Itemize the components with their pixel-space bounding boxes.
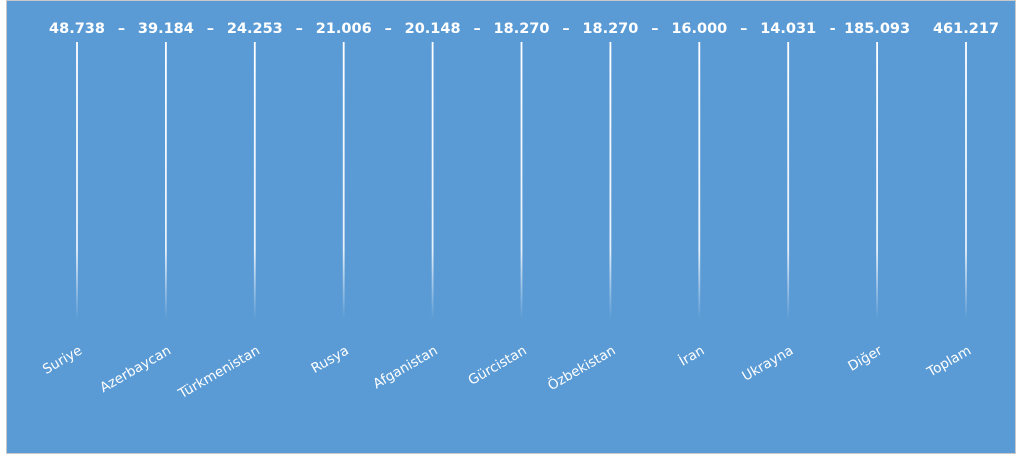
value-label: 21.006 [316, 21, 372, 37]
category-label: Türkmenistan [175, 343, 263, 403]
value-label: 39.184 [138, 21, 194, 37]
value-label: 24.253 [227, 21, 283, 37]
value-label: 18.270 [494, 21, 550, 37]
leader-line-7 [698, 42, 701, 319]
category-label: Azerbaycan [97, 343, 174, 396]
chart-area: 48.738 39.184 24.253 21.006 20.148 18.270 18.2… [6, 0, 1016, 454]
value-label: 461.217 [933, 21, 999, 37]
category-label: Toplam [924, 343, 974, 381]
category-label: Özbekistan [544, 341, 618, 394]
leader-line-1 [165, 42, 167, 319]
value-separator: – [651, 21, 658, 37]
category-label: Suriye [40, 343, 85, 378]
category-label: Gürcistan [466, 343, 530, 389]
value-label: 48.738 [49, 21, 105, 37]
category-label: İran [675, 341, 707, 370]
leader-line-9 [876, 42, 878, 319]
value-separator: – [740, 21, 747, 37]
value-separator: – [118, 21, 125, 37]
leader-line-2 [253, 42, 256, 319]
value-separator: - [830, 21, 836, 37]
value-label: 18.270 [582, 21, 638, 37]
chart-svg: 48.738 39.184 24.253 21.006 20.148 18.270 18.2… [40, 21, 999, 403]
leader-line-10 [965, 42, 967, 319]
leader-line-0 [76, 42, 78, 319]
value-separator: – [385, 21, 392, 37]
value-separator: – [207, 21, 214, 37]
leader-line-8 [787, 42, 790, 319]
value-label: 185.093 [844, 21, 910, 37]
leader-line-3 [342, 42, 345, 319]
value-separator: – [473, 21, 480, 37]
leader-line-6 [609, 42, 612, 319]
value-label: 14.031 [760, 21, 816, 37]
category-label: Diğer [845, 342, 885, 374]
leader-line-4 [431, 42, 434, 319]
category-label: Afganistan [370, 343, 440, 393]
leader-lines [76, 42, 967, 319]
value-label: 16.000 [671, 21, 727, 37]
value-separators: – – – – – – – – - [118, 21, 836, 37]
category-label: Ukrayna [739, 343, 796, 385]
category-labels: Suriye Azerbaycan Türkmenistan Rusya Afganis… [40, 341, 974, 403]
category-label: Rusya [309, 343, 352, 377]
value-separator: – [296, 21, 303, 37]
value-label: 20.148 [405, 21, 461, 37]
value-separator: – [562, 21, 569, 37]
value-labels: 48.738 39.184 24.253 21.006 20.148 18.270 18.2… [49, 21, 999, 37]
leader-line-5 [520, 42, 523, 319]
